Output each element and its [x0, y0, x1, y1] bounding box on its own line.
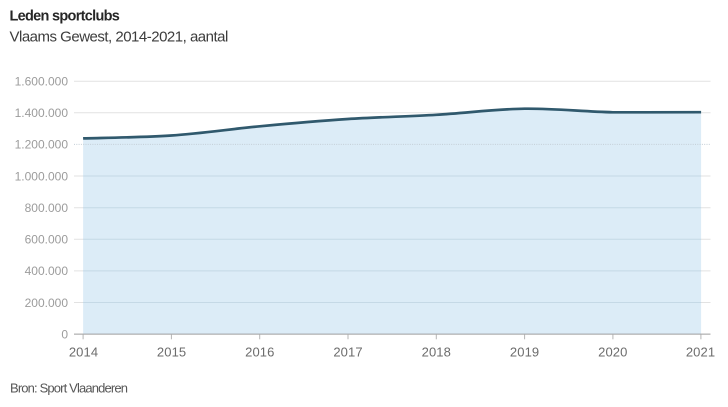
svg-text:1.200.000: 1.200.000 [15, 138, 69, 152]
svg-text:800.000: 800.000 [25, 201, 69, 215]
svg-text:400.000: 400.000 [25, 264, 69, 278]
svg-text:600.000: 600.000 [25, 233, 69, 247]
svg-text:2018: 2018 [422, 344, 451, 359]
svg-text:Vlaams Gewest, 2014-2021, aant: Vlaams Gewest, 2014-2021, aantal [10, 28, 228, 45]
svg-text:2015: 2015 [157, 344, 186, 359]
svg-text:1.000.000: 1.000.000 [15, 169, 69, 183]
svg-text:200.000: 200.000 [25, 296, 69, 310]
svg-text:2016: 2016 [245, 344, 274, 359]
svg-text:2021: 2021 [686, 344, 715, 359]
svg-text:Leden sportclubs: Leden sportclubs [10, 9, 120, 25]
svg-text:2017: 2017 [333, 344, 362, 359]
svg-text:0: 0 [61, 327, 68, 341]
svg-text:1.600.000: 1.600.000 [15, 75, 69, 89]
svg-text:2019: 2019 [510, 344, 539, 359]
svg-text:2020: 2020 [598, 344, 627, 359]
svg-text:2014: 2014 [69, 344, 98, 359]
svg-text:Bron: Sport Vlaanderen: Bron: Sport Vlaanderen [10, 381, 128, 396]
svg-text:1.400.000: 1.400.000 [15, 106, 69, 120]
